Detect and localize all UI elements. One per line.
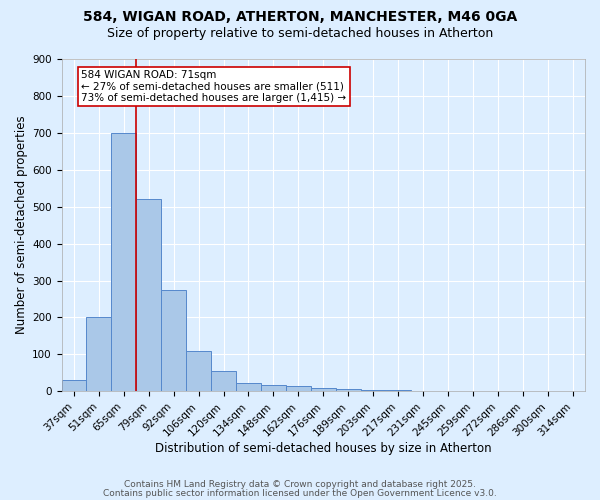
- Bar: [86, 318, 112, 392]
- Bar: [311, 388, 336, 392]
- Text: Size of property relative to semi-detached houses in Atherton: Size of property relative to semi-detach…: [107, 28, 493, 40]
- Text: Contains public sector information licensed under the Open Government Licence v3: Contains public sector information licen…: [103, 489, 497, 498]
- Bar: [336, 389, 361, 392]
- Bar: [186, 350, 211, 392]
- Bar: [286, 386, 311, 392]
- Text: Contains HM Land Registry data © Crown copyright and database right 2025.: Contains HM Land Registry data © Crown c…: [124, 480, 476, 489]
- Bar: [62, 380, 86, 392]
- Bar: [236, 383, 261, 392]
- X-axis label: Distribution of semi-detached houses by size in Atherton: Distribution of semi-detached houses by …: [155, 442, 491, 455]
- Bar: [261, 384, 286, 392]
- Bar: [361, 390, 386, 392]
- Bar: [112, 133, 136, 392]
- Bar: [136, 200, 161, 392]
- Bar: [161, 290, 186, 392]
- Y-axis label: Number of semi-detached properties: Number of semi-detached properties: [15, 116, 28, 334]
- Bar: [211, 371, 236, 392]
- Text: 584 WIGAN ROAD: 71sqm
← 27% of semi-detached houses are smaller (511)
73% of sem: 584 WIGAN ROAD: 71sqm ← 27% of semi-deta…: [82, 70, 347, 103]
- Text: 584, WIGAN ROAD, ATHERTON, MANCHESTER, M46 0GA: 584, WIGAN ROAD, ATHERTON, MANCHESTER, M…: [83, 10, 517, 24]
- Bar: [386, 390, 410, 392]
